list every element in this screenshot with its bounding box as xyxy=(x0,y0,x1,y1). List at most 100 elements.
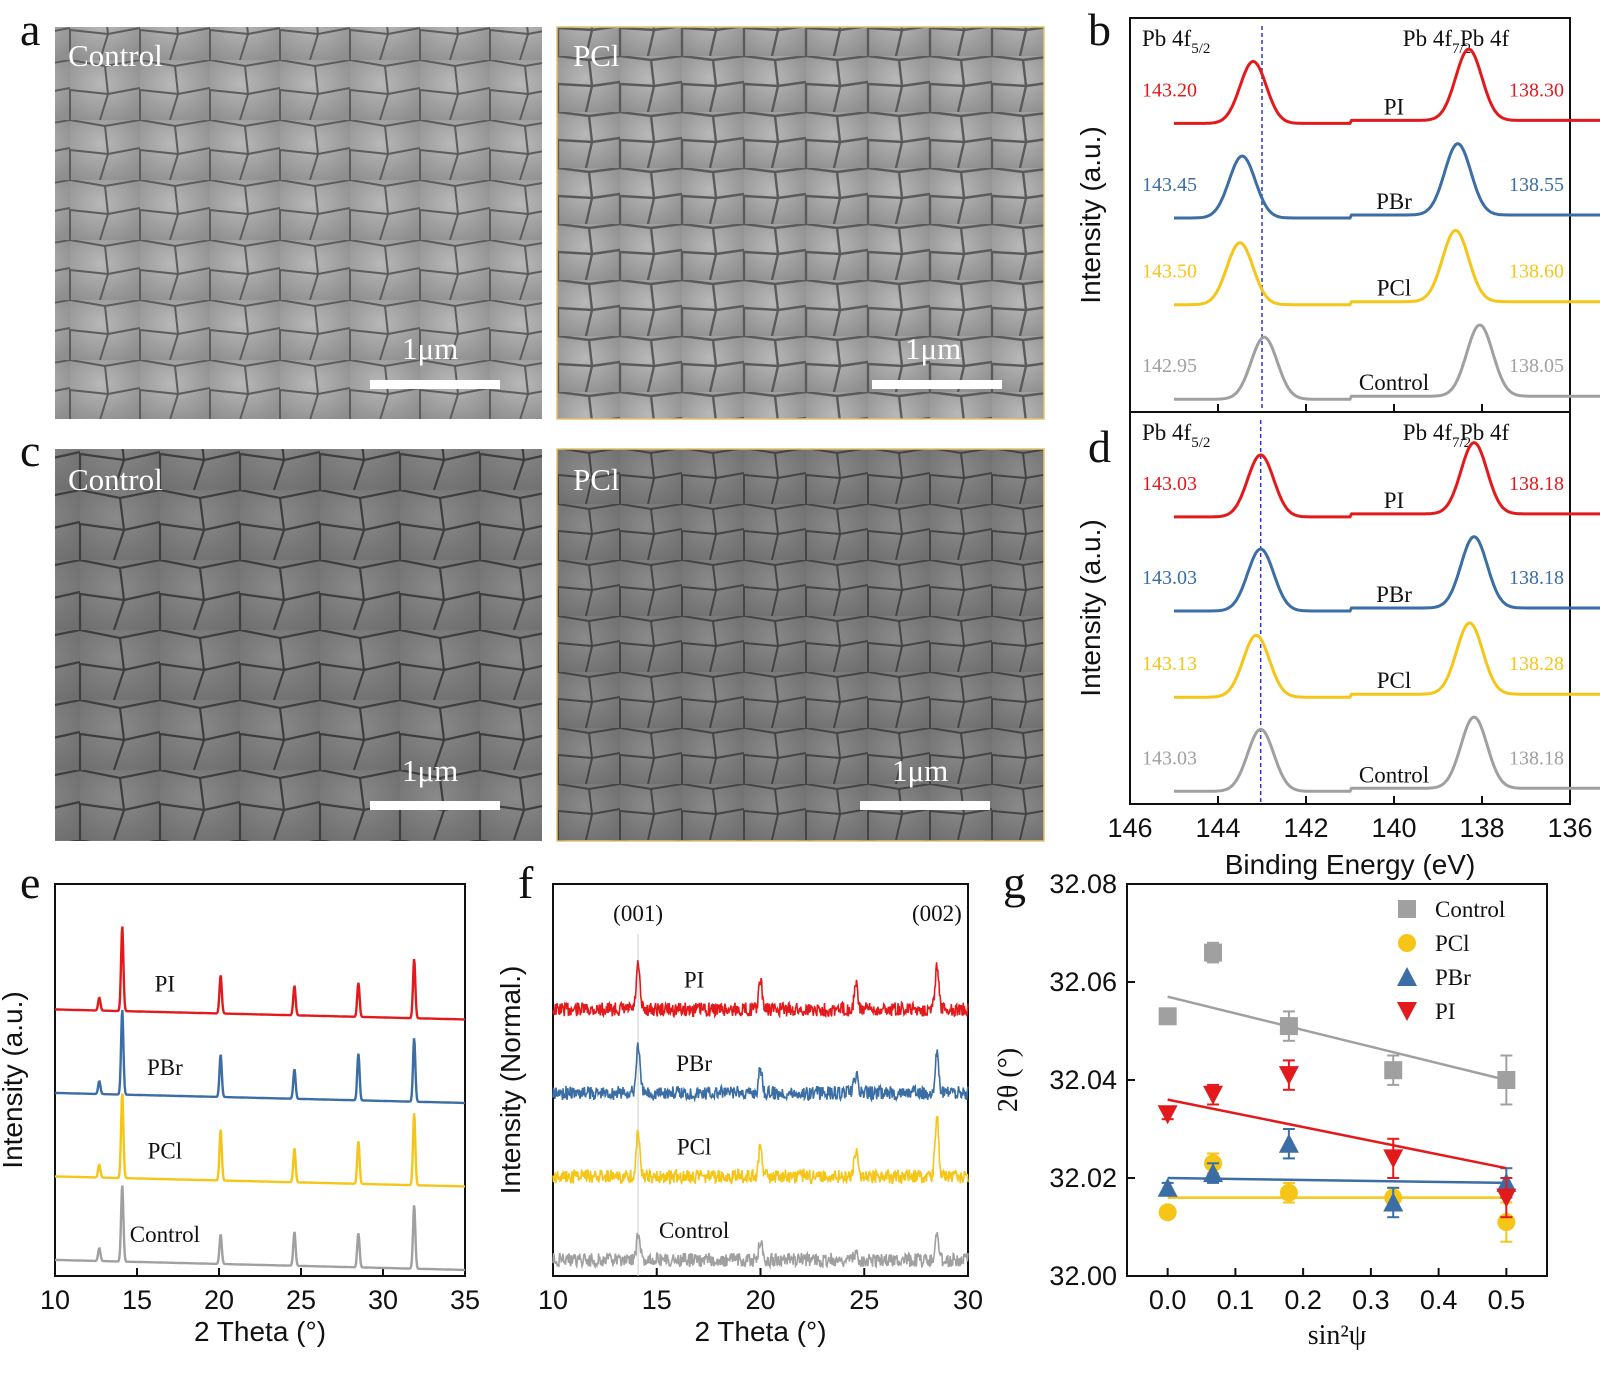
y-axis-label: Intensity (a.u.) xyxy=(0,991,28,1168)
x-tick-label: 146 xyxy=(1107,813,1152,843)
peak-value-label: 138.28 xyxy=(1509,653,1564,675)
fit-line-Control xyxy=(1167,995,1507,1082)
x-tick-label: 15 xyxy=(642,1285,672,1315)
peak-value-label: 143.20 xyxy=(1142,79,1197,101)
panel-label-d: d xyxy=(1088,421,1111,472)
sem-image-a-control: Control 1μm xyxy=(55,27,542,419)
peak-annotation-sub: 5/2 xyxy=(1191,41,1210,57)
sem-image-c-pcl: PCl 1μm xyxy=(556,448,1045,842)
y-tick-label: 32.02 xyxy=(1049,1163,1117,1193)
sem-label: Control xyxy=(68,462,163,497)
y-axis-label: Intensity (Normal.) xyxy=(495,966,526,1195)
series-label: PI xyxy=(155,971,175,996)
y-tick-label: 32.08 xyxy=(1049,869,1117,899)
x-tick-label: 144 xyxy=(1195,813,1240,843)
sem-label: Control xyxy=(68,38,163,73)
x-axis-label: 2 Theta (°) xyxy=(194,1316,326,1347)
scale-bar-label: 1μm xyxy=(402,331,458,366)
x-tick-label: 140 xyxy=(1371,813,1416,843)
x-tick-label: 0.5 xyxy=(1488,1285,1526,1315)
peak-value-label: 138.55 xyxy=(1509,174,1564,196)
peak-value-label: 138.05 xyxy=(1509,355,1564,377)
x-tick-label: 30 xyxy=(953,1285,983,1315)
series-label: PCl xyxy=(677,1134,712,1159)
x-tick-label: 25 xyxy=(286,1285,316,1315)
peak-value-label: 138.18 xyxy=(1509,747,1564,769)
sem-label: PCl xyxy=(573,38,620,73)
data-point-PI xyxy=(1203,1085,1224,1105)
sem-label: PCl xyxy=(573,462,620,497)
series-line-PBr xyxy=(1174,142,1600,220)
data-point-PI xyxy=(1383,1149,1404,1169)
data-point-Control xyxy=(1497,1071,1516,1089)
peak-annotation-left: Pb 4f5/2 xyxy=(1142,26,1210,57)
xps-chart-d: Intensity (a.u.)Pb 4f5/2 Pb 4f7/2Pb 4f143… xyxy=(1075,411,1600,880)
series-label: Control xyxy=(659,1218,729,1243)
panel-label-g: g xyxy=(1003,857,1026,908)
x-tick-label: 0.0 xyxy=(1149,1285,1187,1315)
series-line-PI xyxy=(54,926,465,1021)
peak-annotation-right: Pb 4f xyxy=(1460,420,1510,445)
series-label: PI xyxy=(1384,94,1404,119)
sem-image-c-control: Control 1μm xyxy=(55,449,542,841)
panel-label-a: a xyxy=(20,4,40,55)
plot-frame xyxy=(552,883,969,1277)
x-tick-label: 0.4 xyxy=(1420,1285,1458,1315)
x-tick-label: 15 xyxy=(122,1285,152,1315)
legend-marker-PI xyxy=(1397,1002,1417,1021)
series-line-PCl xyxy=(552,1115,969,1186)
x-tick-label: 25 xyxy=(849,1285,879,1315)
series-label: PI xyxy=(684,967,704,992)
peak-value-label: 143.45 xyxy=(1142,174,1197,196)
y-axis-label: Intensity (a.u.) xyxy=(1075,519,1106,696)
series-label: PCl xyxy=(1377,276,1412,301)
series-label: PBr xyxy=(676,1051,712,1076)
data-point-PI xyxy=(1496,1188,1517,1208)
peak-value-label: 138.18 xyxy=(1509,473,1564,495)
data-point-Control xyxy=(1384,1061,1403,1080)
peak-value-label: 143.03 xyxy=(1142,473,1197,495)
legend-label: PCl xyxy=(1435,931,1470,956)
x-tick-label: 10 xyxy=(40,1285,70,1315)
scale-bar-label: 1μm xyxy=(402,753,458,788)
peak-value-label: 138.18 xyxy=(1509,567,1564,589)
x-tick-label: 35 xyxy=(450,1285,480,1315)
x-tick-label: 10 xyxy=(538,1285,568,1315)
peak-value-label: 138.60 xyxy=(1509,261,1564,283)
peak-annotation-left: Pb 4f5/2 xyxy=(1142,420,1210,451)
xrd-chart-f: Intensity (Normal.) 2 Theta (°) 10 15 20 25 30… xyxy=(495,883,983,1347)
y-axis-label: 2θ (°) xyxy=(993,1048,1024,1112)
peak-value-label: 143.50 xyxy=(1142,261,1197,283)
legend-label: Control xyxy=(1435,897,1505,922)
series-line-Control xyxy=(55,1185,465,1272)
series-label: PBr xyxy=(1376,189,1412,214)
series-line-PI xyxy=(1174,47,1600,125)
data-point-PCl xyxy=(1158,1203,1177,1222)
scale-bar xyxy=(872,380,1002,389)
peak-value-label: 143.13 xyxy=(1142,653,1197,675)
series-label: Control xyxy=(130,1222,200,1247)
x-tick-label: 20 xyxy=(745,1285,775,1315)
x-tick-label: 30 xyxy=(368,1285,398,1315)
peak-annotation-sub: 5/2 xyxy=(1191,435,1210,451)
x-tick-label: 20 xyxy=(204,1285,234,1315)
peak-value-label: 138.30 xyxy=(1509,79,1564,101)
strain-chart-g: 0.0 0.1 0.2 0.3 0.4 0.5 32.00 32.02 32.04 32.06 32… xyxy=(993,869,1548,1351)
data-point-PBr xyxy=(1203,1163,1224,1183)
x-axis-label: 2 Theta (°) xyxy=(694,1316,826,1347)
data-point-Control xyxy=(1204,943,1223,962)
x-tick-label: 0.2 xyxy=(1284,1285,1322,1315)
legend-label: PBr xyxy=(1435,965,1471,990)
scale-bar-label: 1μm xyxy=(905,331,961,366)
series-line-Control xyxy=(552,1231,969,1271)
panel-label-c: c xyxy=(20,425,40,476)
series-line-PCl xyxy=(55,1093,465,1188)
series-line-PI xyxy=(552,960,969,1019)
x-tick-label: 0.1 xyxy=(1217,1285,1255,1315)
series-label: PCl xyxy=(148,1138,183,1163)
peak-index-label: (002) xyxy=(912,901,962,926)
legend-marker-Control xyxy=(1398,900,1416,918)
data-point-PBr xyxy=(1278,1133,1299,1153)
y-tick-label: 32.06 xyxy=(1049,967,1117,997)
